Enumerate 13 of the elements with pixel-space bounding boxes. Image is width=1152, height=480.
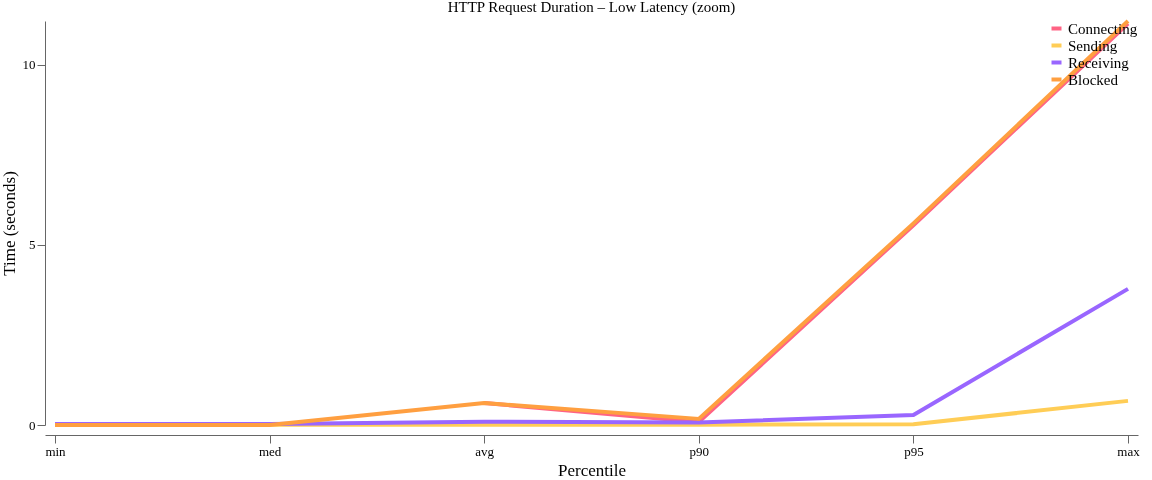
x-tick-label: max bbox=[1117, 443, 1141, 459]
x-tick-label: p90 bbox=[689, 443, 710, 459]
x-axis-title: Percentile bbox=[558, 460, 626, 480]
x-tick-label: p95 bbox=[904, 443, 924, 459]
y-tick-label: 5 bbox=[29, 237, 36, 253]
x-tick-label: min bbox=[45, 443, 67, 459]
legend-label: Blocked bbox=[1068, 71, 1119, 88]
y-axis-title: Time (seconds) bbox=[0, 171, 19, 276]
x-tick-label: med bbox=[258, 443, 282, 459]
y-tick-label: 10 bbox=[22, 57, 36, 73]
x-tick-label: avg bbox=[475, 443, 495, 459]
chart-title: HTTP Request Duration – Low Latency (zoom) bbox=[447, 0, 736, 16]
y-tick-label: 0 bbox=[29, 417, 36, 433]
